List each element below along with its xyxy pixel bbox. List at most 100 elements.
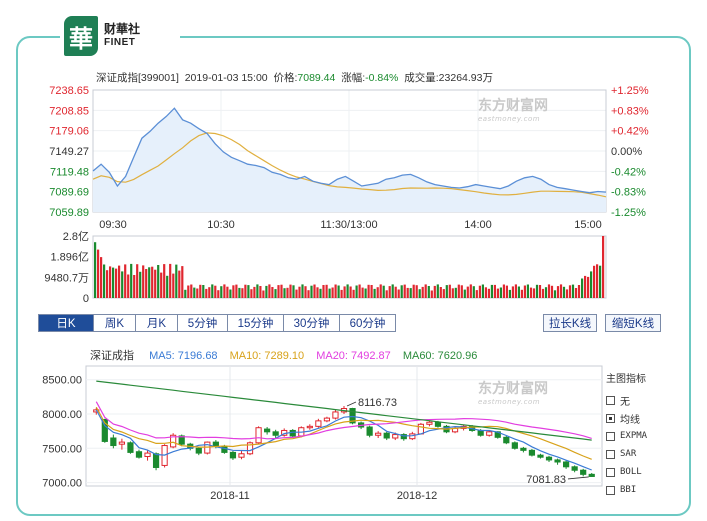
volume-bar [508,289,511,298]
volume-bar [235,284,238,298]
candle-body [366,426,373,436]
volume-bar [511,286,514,298]
volume-bar [596,264,599,298]
volume-bar [602,236,605,298]
indicator-checkbox[interactable] [606,449,615,459]
expand-kline-button[interactable]: 拉长K线 [543,314,597,332]
volume-bar [478,285,481,298]
shrink-kline-button[interactable]: 缩短K线 [605,314,661,332]
indicator-label: 均线 [620,414,640,426]
candle-body [178,435,185,445]
tab-2[interactable]: 月K [136,314,178,332]
price-tick-5: 7089.69 [49,187,89,199]
volume-bar [391,284,394,298]
candle-body [323,417,331,422]
kline-y-tick-3: 7000.00 [42,478,82,490]
volume-bar [301,284,304,298]
volume-bar [286,287,289,298]
candle-body [349,408,356,424]
volume-bar [202,285,205,298]
volume-bar [538,285,542,298]
volume-bar [346,284,349,298]
volume-bar [109,266,112,298]
volume-bar [574,288,578,298]
time-tick-2: 11:30/13:00 [320,219,377,231]
kline-x-tick-1: 2018-12 [397,490,437,502]
volume-bar [127,274,130,298]
indicator-option-5[interactable]: BBI [606,481,647,499]
volume-tick-0: 2.8亿 [63,230,89,243]
volume-bar [265,285,268,298]
volume-tick-3: 0 [83,293,89,305]
volume-bar [454,287,457,298]
candle-body [135,451,143,458]
indicator-option-0[interactable]: 无 [606,391,647,409]
tab-6[interactable]: 60分钟 [340,314,396,332]
candle-body [417,423,424,435]
indicator-option-2[interactable]: EXPMA [606,427,647,445]
volume-bar [490,284,493,298]
volume-bar [181,266,184,298]
volume-bar [505,285,508,298]
volume-bar [593,265,596,298]
volume-bar [256,284,259,298]
ma-item-2: MA20: 7492.87 [316,350,391,362]
price-tick-4: 7119.48 [50,166,89,178]
ma-line-2 [95,401,592,440]
indicator-checkbox[interactable] [606,467,615,477]
volume-bar [526,284,529,298]
volume-bar [307,290,310,298]
volume-bar [310,285,313,298]
indicator-option-1[interactable]: 均线 [606,409,647,427]
widget-frame [16,36,691,516]
indicator-option-3[interactable]: SAR [606,445,647,463]
ma-line-3 [96,380,592,441]
candle-body [212,441,219,447]
time-tick-0: 09:30 [99,219,127,231]
volume-bar [241,288,244,298]
candle-body [528,449,536,456]
volume-bar [379,284,382,298]
volume-bar [388,286,391,298]
volume-value: 23264.93万 [438,72,493,84]
candle-body [195,447,202,454]
candle-body [383,432,390,439]
volume-bar [133,275,136,298]
volume-bar [400,285,403,298]
indicator-option-4[interactable]: BOLL [606,463,647,481]
volume-bar [466,286,469,298]
volume-bar [457,284,460,298]
ma-line-0 [95,409,592,471]
indicator-checkbox[interactable] [606,431,615,441]
logo-mark: 華 [64,16,98,56]
volume-bar [205,288,208,298]
volume-bar [581,278,584,298]
indicator-checkbox[interactable] [606,413,615,423]
tab-0[interactable]: 日K [38,314,94,332]
price-tick-6: 7059.89 [49,207,89,219]
volume-bar [217,290,220,298]
indicator-checkbox[interactable] [606,395,615,405]
candle-body [375,432,382,436]
volume-bar [97,249,100,298]
volume-label: 成交量: [404,72,439,84]
time-tick-1: 10:30 [207,219,235,231]
tab-4[interactable]: 15分钟 [228,314,284,332]
volume-bar [352,289,355,298]
indicator-checkbox[interactable] [606,485,615,495]
volume-bar [232,285,235,298]
kline-plot-frame [85,365,603,487]
tab-5[interactable]: 30分钟 [284,314,340,332]
volume-bar [472,286,475,298]
tab-3[interactable]: 5分钟 [178,314,228,332]
candle-body [152,453,160,468]
indicator-label: SAR [620,449,637,459]
price-area [93,108,606,212]
volume-bar [229,289,232,298]
finet-logo: 華 财華社 FINET [60,14,180,58]
volume-bar [409,288,412,298]
tab-1[interactable]: 周K [94,314,136,332]
kline-x-tick-0: 2018-11 [210,490,250,502]
volume-bar [445,285,448,298]
volume-bar [124,264,127,298]
